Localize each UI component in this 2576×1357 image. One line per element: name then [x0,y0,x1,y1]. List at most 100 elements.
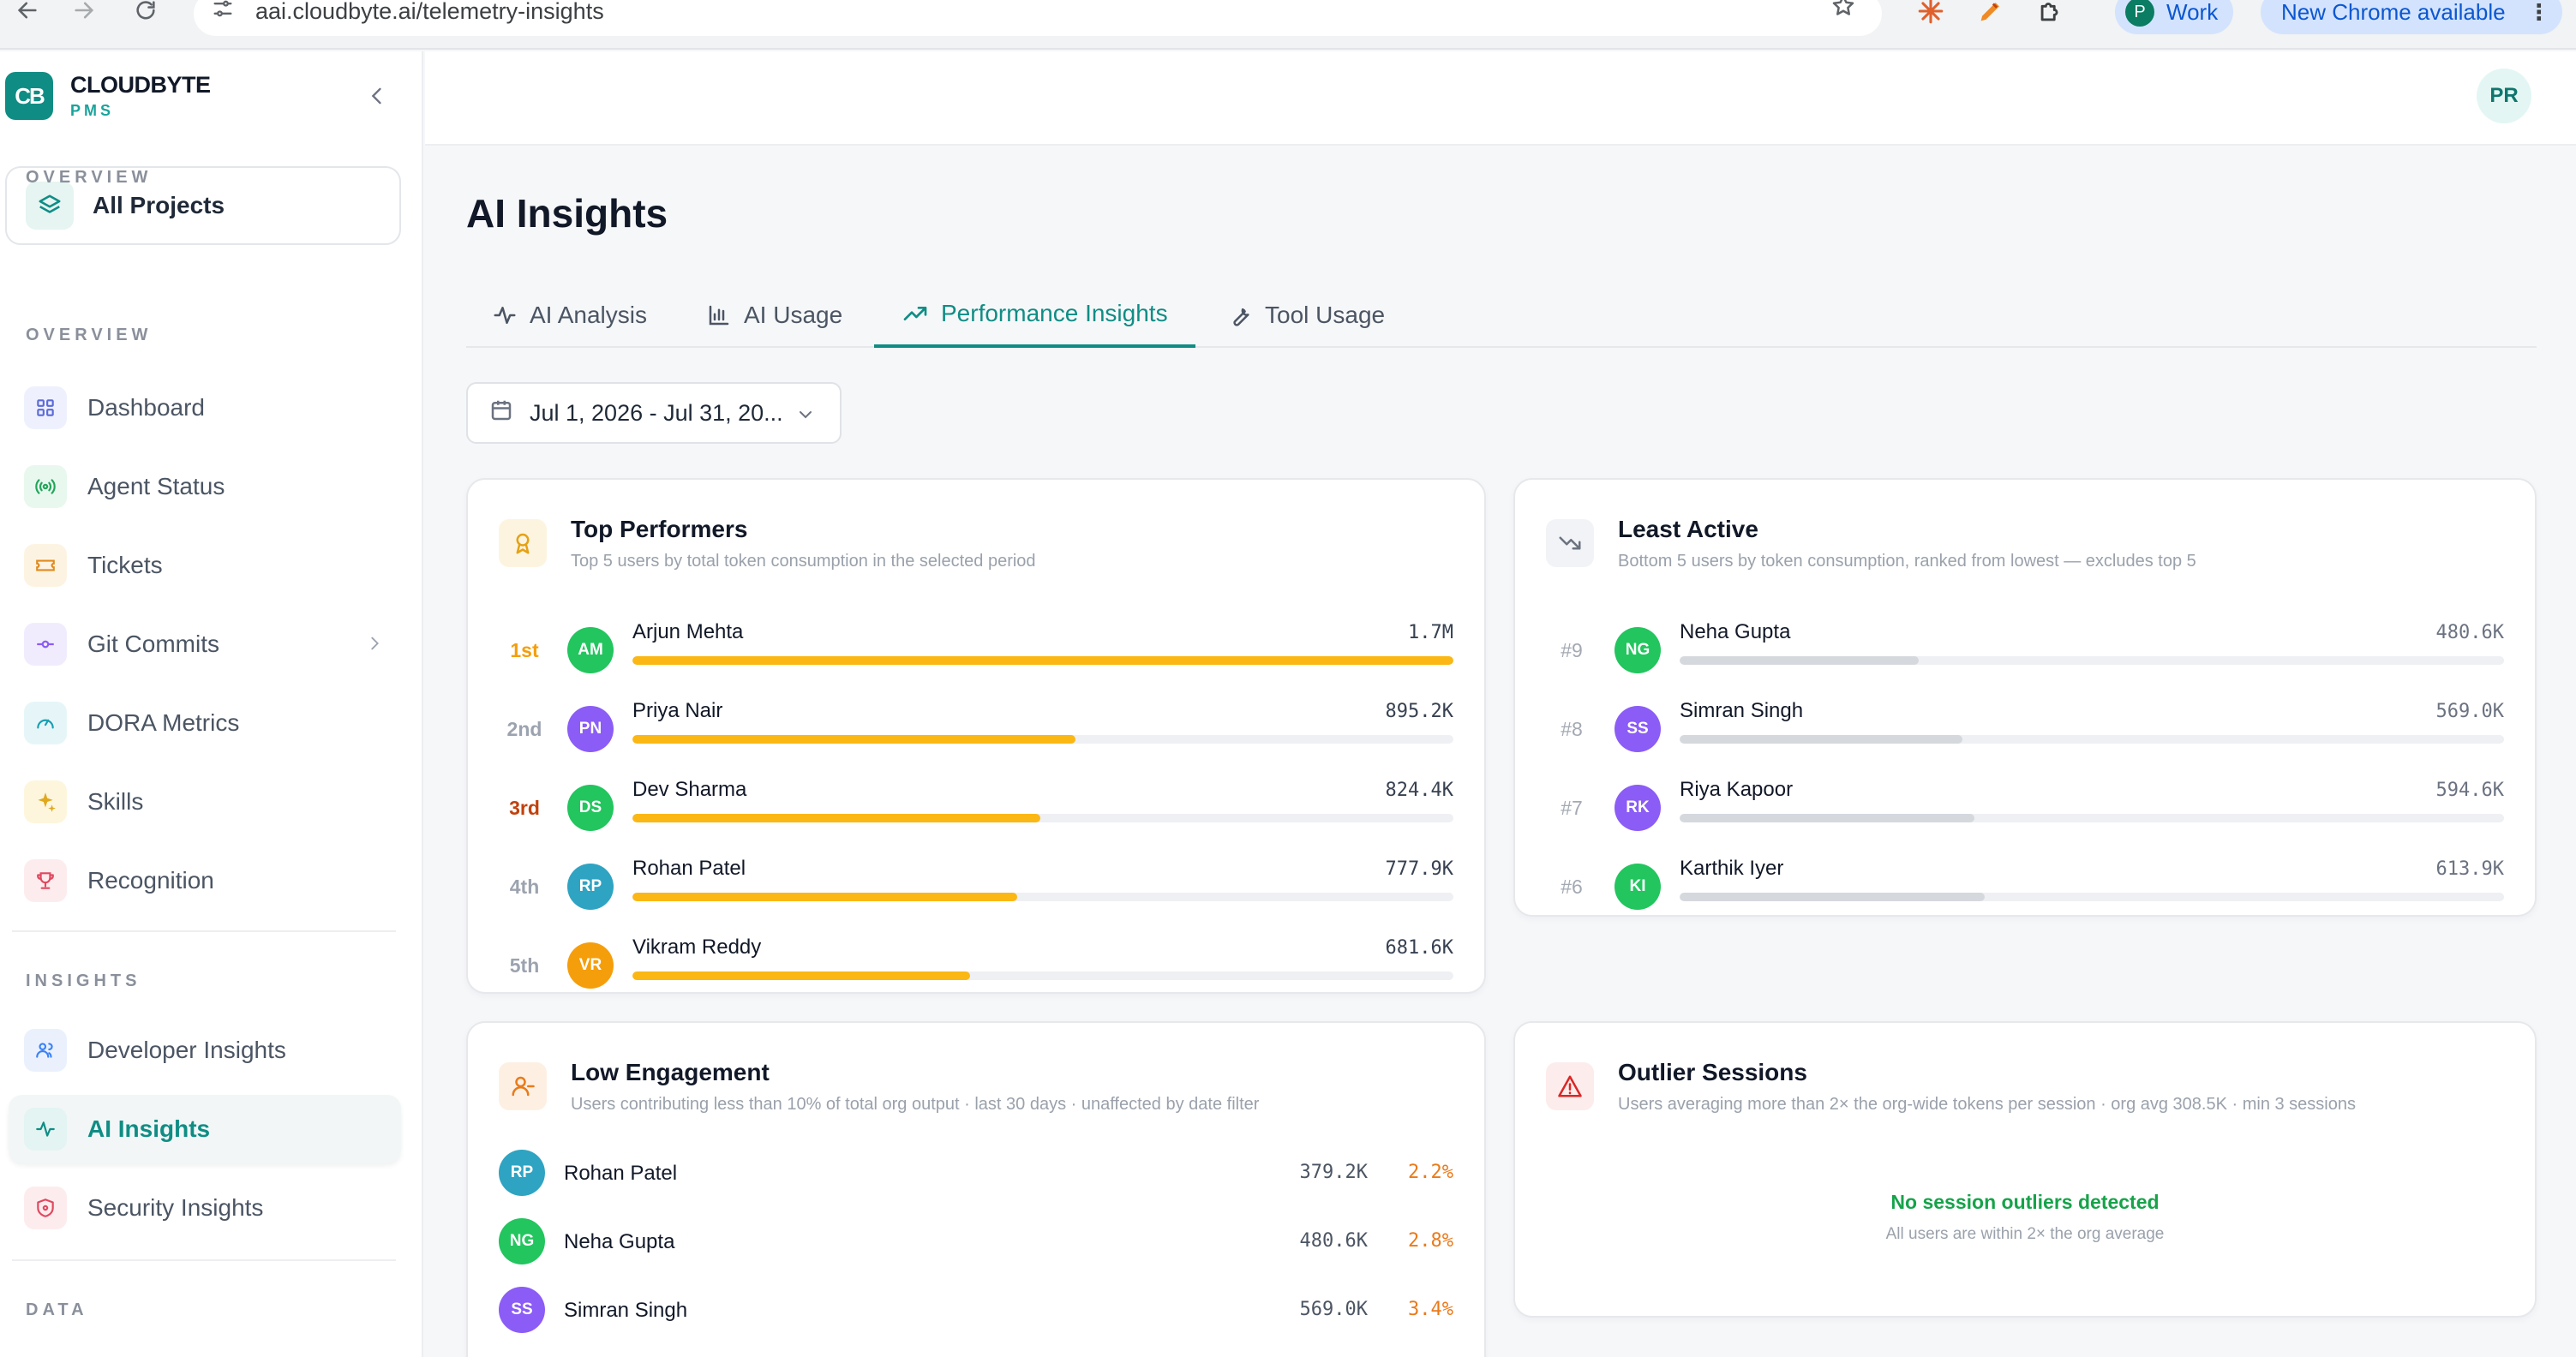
ticket-icon [24,544,67,587]
progress-fill [1680,814,1975,822]
token-value: 480.6K [2435,622,2504,643]
collapse-sidebar-icon[interactable] [365,84,389,112]
bookmark-star-icon[interactable] [1830,0,1856,23]
user-name: Dev Sharma [632,778,747,801]
share-percent: 2.8% [1408,1230,1453,1252]
avatar: RP [567,864,614,910]
more-menu-icon[interactable]: ⋮ [2527,0,2550,25]
rank-label: #6 [1561,876,1583,898]
profile-avatar: P [2125,0,2154,27]
user-name: Rohan Patel [632,857,746,880]
profile-chip[interactable]: P Work [2115,0,2233,34]
sidebar-item-security-insights[interactable]: Security Insights [9,1174,401,1242]
extension-burst-icon[interactable] [1916,0,1945,30]
sidebar-item-git-commits[interactable]: Git Commits [9,610,401,678]
tab-ai-usage[interactable]: AI Usage [706,283,842,348]
progress-track [632,971,1453,980]
sidebar-item-agent-status[interactable]: Agent Status [9,452,401,521]
gauge-icon [24,702,67,744]
brand-logo: CB [5,72,53,120]
address-bar[interactable]: aai.cloudbyte.ai/telemetry-insights [194,0,1882,36]
date-range-picker[interactable]: Jul 1, 2026 - Jul 31, 20... [466,382,842,444]
grid-icon [24,386,67,429]
award-icon [499,519,547,567]
sidebar-item-skills[interactable]: Skills [9,768,401,836]
progress-track [632,656,1453,665]
user-name: Vikram Reddy [632,936,762,959]
bar-chart-icon [709,305,729,326]
user-name: Priya Nair [632,699,723,722]
avatar: NG [1614,627,1661,673]
app-header: PR [425,51,2576,146]
extensions-puzzle-icon[interactable] [2036,0,2065,30]
user-name: Simran Singh [1680,699,1804,722]
reload-icon[interactable] [134,0,158,21]
extension-pen-icon[interactable] [1976,0,2005,30]
rank-label: 2nd [506,718,542,740]
sidebar-item-label: Security Insights [87,1194,264,1221]
sidebar-item-developer-insights[interactable]: Developer Insights [9,1016,401,1085]
avatar: SS [499,1287,545,1333]
progress-track [1680,893,2504,901]
token-value: 613.9K [2435,858,2504,880]
tab-label: AI Analysis [530,302,647,328]
sidebar-item-label: Recognition [87,867,214,894]
chevron-right-icon[interactable] [365,634,384,657]
activity-icon [24,1108,67,1151]
empty-state-title: No session outliers detected [1890,1191,2160,1213]
forward-icon[interactable] [72,0,96,21]
shield-icon [24,1187,67,1229]
least-active-row: #7 RK Riya Kapoor 594.6K [1546,778,2504,838]
least-active-row: #6 KI Karthik Iyer 613.9K [1546,857,2504,917]
sidebar-item-dashboard[interactable]: Dashboard [9,374,401,442]
calendar-icon [488,398,514,429]
performer-row: 3rd DS Dev Sharma 824.4K [499,778,1453,838]
rank-label: #8 [1561,718,1583,740]
date-range-value: Jul 1, 2026 - Jul 31, 20... [530,399,783,426]
section-data-title: DATA [26,1300,88,1319]
profile-label: Work [2166,0,2219,25]
chrome-update-label: New Chrome available [2281,0,2506,25]
broadcast-icon [24,465,67,508]
token-value: 379.2K [1299,1162,1368,1183]
performer-row: 2nd PN Priya Nair 895.2K [499,699,1453,759]
performer-row: 4th RP Rohan Patel 777.9K [499,857,1453,917]
section-overview: OVERVIEW [26,168,153,187]
avatar: RP [499,1150,545,1196]
progress-track [632,814,1453,822]
user-name: Neha Gupta [1680,620,1791,643]
sidebar-item-dora-metrics[interactable]: DORA Metrics [9,689,401,757]
brand[interactable]: CB CLOUDBYTE PMS [5,72,211,120]
tab-tool-usage[interactable]: Tool Usage [1227,283,1385,348]
progress-fill [632,893,1018,901]
avatar: SS [1614,706,1661,752]
avatar: AM [567,627,614,673]
progress-fill [632,656,1453,665]
card-subtitle: Users averaging more than 2× the org-wid… [1618,1095,2356,1114]
token-value: 480.6K [1299,1230,1368,1252]
sidebar-item-label: DORA Metrics [87,709,240,736]
chrome-update-button[interactable]: New Chrome available ⋮ [2261,0,2562,34]
user-avatar[interactable]: PR [2477,69,2531,123]
tab-performance-insights[interactable]: Performance Insights [874,283,1195,348]
sidebar-item-label: Skills [87,788,144,815]
all-projects-button[interactable]: All Projects [5,166,401,245]
sidebar-item-label: Developer Insights [87,1037,286,1063]
card-subtitle: Bottom 5 users by token consumption, ran… [1618,552,2196,571]
tab-label: Performance Insights [941,300,1168,326]
sidebar-item-recognition[interactable]: Recognition [9,846,401,915]
card-subtitle: Users contributing less than 10% of tota… [571,1095,1260,1114]
least-active-card: Least Active Bottom 5 users by token con… [1513,478,2537,917]
card-title: Outlier Sessions [1618,1059,1807,1085]
brand-subtitle: PMS [70,102,115,119]
sidebar-item-ai-insights[interactable]: AI Insights [9,1095,401,1163]
low-engagement-card: Low Engagement Users contributing less t… [466,1021,1486,1357]
progress-fill [632,735,1076,744]
sidebar-item-tickets[interactable]: Tickets [9,531,401,600]
token-value: 895.2K [1385,701,1453,722]
token-value: 824.4K [1385,780,1453,801]
tab-ai-analysis[interactable]: AI Analysis [492,283,647,348]
site-info-icon[interactable] [211,0,235,25]
back-icon[interactable] [15,0,39,21]
section-insights-title: INSIGHTS [26,971,141,990]
